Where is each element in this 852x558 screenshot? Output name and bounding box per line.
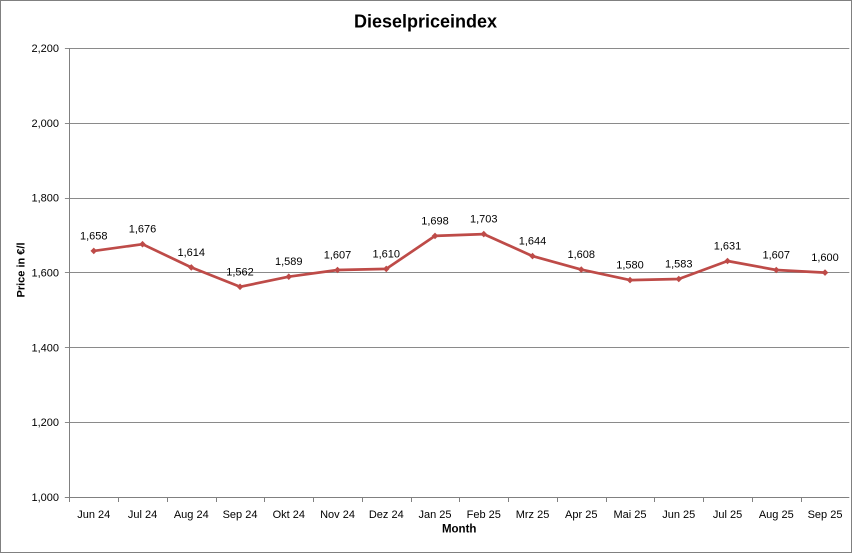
- svg-text:Aug 24: Aug 24: [174, 509, 209, 521]
- svg-text:Dez 24: Dez 24: [369, 509, 404, 521]
- svg-text:1,607: 1,607: [324, 250, 352, 262]
- svg-text:Jul 25: Jul 25: [713, 509, 742, 521]
- svg-text:1,800: 1,800: [31, 193, 59, 205]
- svg-text:Mrz 25: Mrz 25: [516, 509, 550, 521]
- svg-text:1,703: 1,703: [470, 214, 498, 226]
- svg-text:Dieselpriceindex: Dieselpriceindex: [354, 12, 497, 32]
- svg-text:1,658: 1,658: [80, 230, 108, 242]
- svg-text:Feb 25: Feb 25: [467, 509, 501, 521]
- svg-text:1,200: 1,200: [31, 417, 59, 429]
- svg-text:1,000: 1,000: [31, 492, 59, 504]
- svg-text:1,614: 1,614: [178, 247, 206, 259]
- svg-text:Jun 25: Jun 25: [662, 509, 695, 521]
- svg-text:1,562: 1,562: [226, 266, 254, 278]
- svg-text:Price in €/l: Price in €/l: [16, 242, 28, 297]
- svg-text:1,607: 1,607: [763, 250, 791, 262]
- svg-text:1,400: 1,400: [31, 342, 59, 354]
- svg-text:Aug 25: Aug 25: [759, 509, 794, 521]
- svg-text:1,610: 1,610: [373, 248, 401, 260]
- svg-text:Jul 24: Jul 24: [128, 509, 157, 521]
- svg-text:1,600: 1,600: [811, 252, 839, 264]
- svg-text:Apr 25: Apr 25: [565, 509, 597, 521]
- svg-text:Jan 25: Jan 25: [419, 509, 452, 521]
- svg-text:1,698: 1,698: [421, 215, 449, 227]
- svg-text:1,589: 1,589: [275, 256, 303, 268]
- svg-text:Sep 25: Sep 25: [808, 509, 843, 521]
- svg-text:1,644: 1,644: [519, 236, 547, 248]
- svg-text:Month: Month: [442, 524, 476, 536]
- svg-text:Okt 24: Okt 24: [273, 509, 305, 521]
- svg-text:Mai 25: Mai 25: [614, 509, 647, 521]
- svg-text:1,631: 1,631: [714, 241, 742, 253]
- svg-text:1,608: 1,608: [568, 249, 596, 261]
- svg-text:1,580: 1,580: [616, 260, 644, 272]
- svg-text:1,583: 1,583: [665, 259, 693, 271]
- svg-text:2,000: 2,000: [31, 118, 59, 130]
- svg-text:2,200: 2,200: [31, 43, 59, 55]
- svg-text:Nov 24: Nov 24: [320, 509, 355, 521]
- svg-text:Sep 24: Sep 24: [223, 509, 258, 521]
- svg-text:1,600: 1,600: [31, 268, 59, 280]
- svg-text:Jun 24: Jun 24: [77, 509, 110, 521]
- svg-text:1,676: 1,676: [129, 224, 157, 236]
